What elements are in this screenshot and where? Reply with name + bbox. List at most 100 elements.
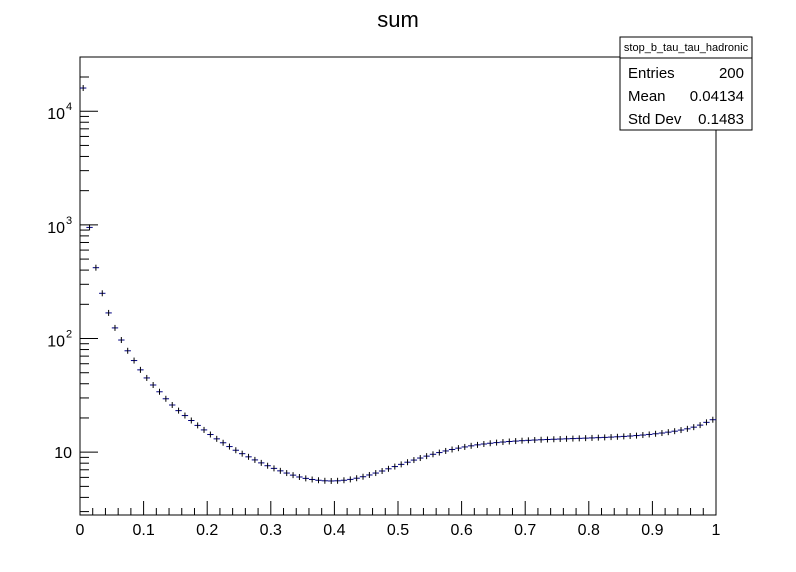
- x-tick-label: 0.4: [323, 522, 345, 539]
- data-point: [633, 432, 640, 439]
- data-point: [512, 438, 519, 445]
- data-point: [277, 467, 284, 474]
- stats-mean-value: 0.04134: [690, 88, 744, 105]
- x-tick-label: 0.7: [514, 522, 536, 539]
- data-point: [137, 366, 144, 373]
- data-point: [264, 462, 271, 469]
- data-point: [499, 439, 507, 446]
- data-point: [270, 465, 278, 472]
- data-point: [328, 477, 335, 484]
- data-point: [296, 473, 303, 480]
- data-point: [372, 470, 379, 477]
- data-point: [531, 437, 538, 444]
- data-point: [537, 436, 545, 443]
- data-point: [143, 374, 150, 381]
- data-point: [169, 402, 176, 409]
- data-point: [219, 439, 227, 446]
- data-point: [709, 416, 716, 423]
- data-point: [359, 473, 367, 480]
- data-point: [200, 426, 208, 433]
- data-point: [474, 441, 481, 448]
- y-tick-label: 10: [54, 445, 72, 462]
- data-point: [181, 412, 189, 419]
- data-point: [569, 435, 577, 442]
- data-point: [207, 431, 214, 438]
- data-point: [588, 434, 596, 441]
- data-point: [353, 475, 360, 482]
- data-point: [544, 436, 551, 443]
- data-point: [576, 435, 583, 442]
- data-point: [493, 439, 500, 446]
- data-point: [385, 465, 392, 472]
- data-point: [595, 434, 602, 441]
- data-point: [601, 434, 608, 441]
- data-point: [677, 427, 685, 434]
- data-point: [130, 357, 138, 364]
- data-point: [626, 433, 634, 440]
- data-point: [442, 447, 449, 454]
- y-tick-exponent: 3: [66, 215, 72, 227]
- x-tick-label: 0.2: [196, 522, 218, 539]
- data-point: [582, 435, 589, 442]
- data-markers: [80, 85, 716, 484]
- stats-mean-label: Mean: [628, 88, 666, 105]
- data-point: [671, 428, 678, 435]
- stats-stddev-value: 0.1483: [698, 111, 744, 128]
- x-tick-label: 0: [76, 522, 85, 539]
- data-point: [429, 451, 437, 458]
- stats-box-frame: [619, 36, 753, 131]
- x-tick-label: 0.1: [132, 522, 154, 539]
- x-tick-label: 0.9: [641, 522, 663, 539]
- data-point: [461, 443, 468, 450]
- data-point: [340, 477, 348, 484]
- data-point: [213, 435, 220, 442]
- stats-box: stop_b_tau_tau_hadronic Entries 200 Mean…: [619, 36, 753, 131]
- data-point: [480, 441, 488, 448]
- data-point: [614, 433, 621, 440]
- data-point: [308, 476, 316, 483]
- data-point: [302, 475, 309, 482]
- data-point: [239, 450, 246, 457]
- data-point: [690, 424, 697, 431]
- data-point: [525, 437, 532, 444]
- x-tick-label: 1: [712, 522, 721, 539]
- data-point: [378, 467, 386, 474]
- data-point: [149, 381, 157, 388]
- data-point: [188, 417, 195, 424]
- data-point: [175, 407, 182, 414]
- data-point: [436, 449, 443, 456]
- data-point: [404, 459, 411, 466]
- data-point: [410, 457, 418, 464]
- data-point: [620, 433, 627, 440]
- x-tick-label: 0.6: [450, 522, 472, 539]
- y-tick-label: 10: [47, 334, 65, 351]
- data-point: [557, 436, 564, 443]
- data-point: [646, 431, 653, 438]
- data-point: [550, 436, 557, 443]
- data-point: [448, 446, 456, 453]
- data-point: [92, 264, 100, 271]
- data-point: [423, 453, 430, 460]
- data-point: [506, 438, 513, 445]
- data-point: [334, 477, 341, 484]
- data-point: [665, 429, 672, 436]
- data-point: [105, 309, 112, 316]
- data-point: [194, 422, 201, 429]
- data-point: [289, 472, 297, 479]
- x-tick-label: 0.8: [578, 522, 600, 539]
- data-point: [258, 459, 265, 466]
- x-axis: 0 0.1 0.2 0.3 0.4 0.5 0.6 0.7 0.8 0.9 1: [76, 501, 721, 539]
- stats-stddev-label: Std Dev: [628, 111, 682, 128]
- y-tick-label: 10: [47, 220, 65, 237]
- y-tick-exponent: 2: [66, 329, 72, 341]
- data-point: [639, 432, 647, 439]
- data-point: [347, 476, 354, 483]
- data-point: [696, 422, 704, 429]
- x-tick-label: 0.5: [387, 522, 409, 539]
- data-point: [703, 419, 710, 426]
- data-point: [467, 442, 475, 449]
- chart-title: sum: [377, 7, 419, 32]
- data-point: [417, 455, 424, 462]
- data-point: [487, 440, 494, 447]
